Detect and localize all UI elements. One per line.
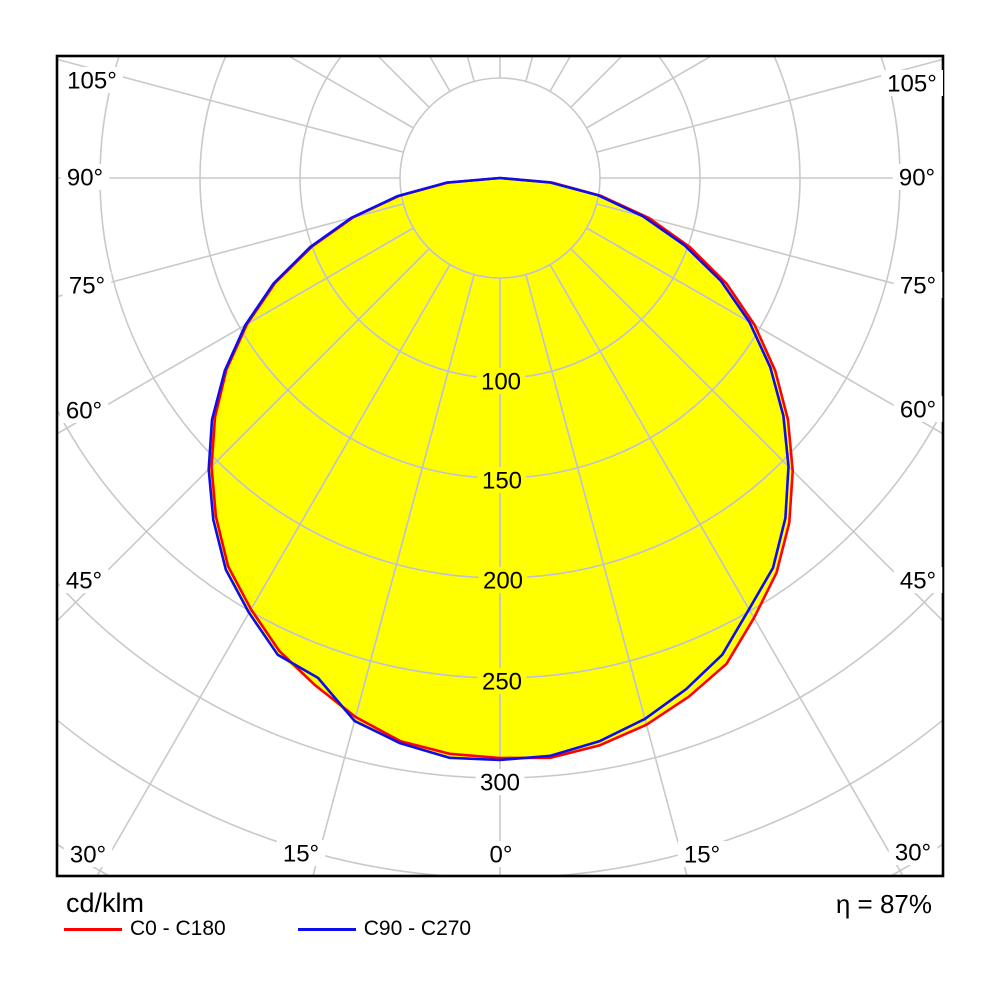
tick-label: 90° <box>67 165 103 192</box>
tick-label: 60° <box>66 398 102 425</box>
legend-item-c0-c180: C0 - C180 <box>64 917 226 941</box>
tick-label: 75° <box>900 273 936 300</box>
light-output-ratio-label: η = 87% <box>835 889 932 919</box>
c90-c270-line-swatch <box>297 927 356 931</box>
c0-c180-line-swatch <box>64 927 122 931</box>
tick-label-bg <box>276 840 326 866</box>
legend-label-c90-c270: C90 - C270 <box>363 917 472 940</box>
legend: C0 - C180 C90 - C270 <box>64 917 471 941</box>
chart-frame <box>55 54 945 878</box>
tick-label: 105° <box>887 71 937 98</box>
tick-label-bg <box>477 467 527 493</box>
tick-label: 30° <box>70 842 106 869</box>
tick-label: 200 <box>483 568 523 595</box>
tick-label: 60° <box>900 397 936 424</box>
tick-label-bg <box>61 67 123 93</box>
tick-label-bg <box>477 668 527 694</box>
tick-label-bg <box>893 396 943 422</box>
tick-label-bg <box>677 841 727 867</box>
tick-label: 75° <box>69 273 105 300</box>
tick-label: 150 <box>482 468 522 495</box>
tick-label-bg <box>478 567 528 593</box>
tick-label-bg <box>59 397 109 423</box>
tick-label-bg <box>60 164 110 190</box>
tick-label: 45° <box>900 568 936 595</box>
tick-label: 90° <box>899 165 935 192</box>
tick-label-bg <box>59 567 109 593</box>
tick-label-bg <box>892 164 942 190</box>
tick-label: 105° <box>67 68 117 95</box>
tick-label-bg <box>483 841 519 867</box>
tick-label-bg <box>893 567 943 593</box>
tick-label: 300 <box>480 770 520 797</box>
legend-item-c90-c270: C90 - C270 <box>240 917 471 941</box>
tick-label-bg <box>476 368 526 394</box>
curve-C90-C270 <box>207 176 790 762</box>
tick-label-bg <box>888 839 938 865</box>
tick-label-bg <box>893 272 943 298</box>
tick-label-bg <box>62 272 112 298</box>
tick-label: 15° <box>283 841 319 868</box>
tick-label: 45° <box>66 568 102 595</box>
tick-label: 0° <box>490 842 513 869</box>
unit-label: cd/klm <box>66 888 145 918</box>
tick-label-bg <box>63 841 113 867</box>
tick-label-bg <box>475 769 525 795</box>
tick-label: 100 <box>481 369 521 396</box>
tick-label: 250 <box>482 669 522 696</box>
tick-label-bg <box>881 70 943 96</box>
tick-label: 15° <box>684 842 720 869</box>
legend-label-c0-c180: C0 - C180 <box>130 917 226 940</box>
tick-label: 30° <box>895 840 931 867</box>
